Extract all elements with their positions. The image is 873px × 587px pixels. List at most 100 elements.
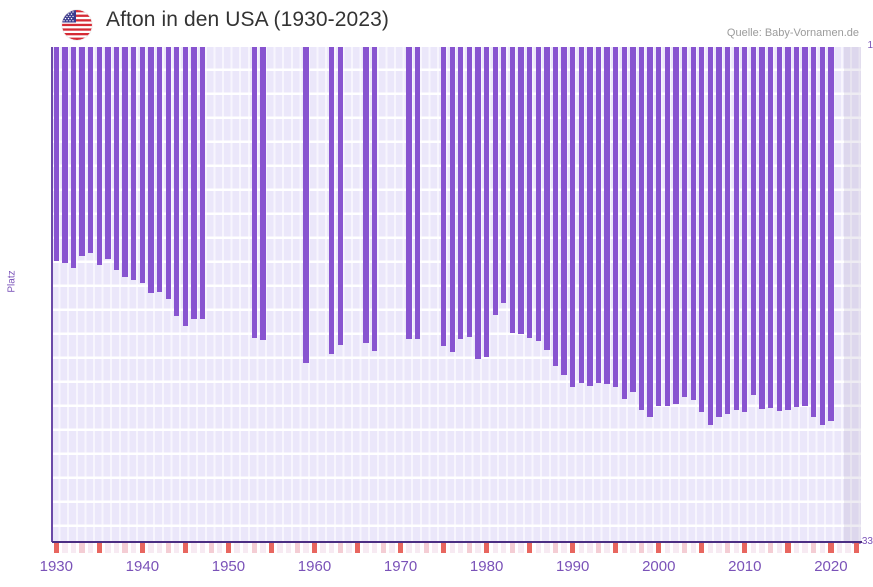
bar — [638, 47, 645, 410]
bar — [440, 47, 447, 346]
x-axis-tick-marker — [148, 543, 154, 553]
x-axis-tick-marker — [759, 543, 765, 553]
bar — [492, 47, 498, 315]
x-axis-tick-marker — [673, 543, 679, 553]
bar — [707, 47, 714, 425]
x-axis-tick-strip — [52, 543, 861, 553]
x-axis-tick-label: 1930 — [39, 558, 73, 575]
x-axis-tick-marker — [733, 543, 739, 553]
y-axis-title: Platz — [6, 270, 18, 293]
bar — [621, 47, 627, 400]
x-axis-tick-marker — [776, 543, 782, 553]
x-axis-tick-marker — [208, 543, 214, 553]
x-axis-tick-marker — [578, 543, 584, 553]
bar — [819, 47, 825, 426]
bar — [690, 47, 696, 400]
x-axis-tick-marker — [656, 543, 662, 553]
bar — [131, 47, 137, 281]
bar — [113, 47, 120, 270]
x-axis-tick-marker — [303, 543, 309, 553]
bar — [750, 47, 757, 396]
x-axis-tick-marker — [595, 543, 602, 553]
x-axis-tick-marker — [638, 543, 645, 553]
x-axis-tick-marker — [587, 543, 593, 553]
x-axis-tick-marker — [294, 543, 300, 553]
x-axis-tick-marker — [251, 543, 257, 553]
bar — [509, 47, 516, 334]
bar — [767, 47, 774, 409]
x-axis-tick-marker — [793, 543, 800, 553]
bar — [664, 47, 671, 407]
y-axis-tick-top: 1 — [867, 40, 873, 51]
page-title: Afton in den USA (1930-2023) — [106, 8, 389, 31]
x-axis-tick-label: 1970 — [383, 558, 418, 575]
x-axis-tick-marker — [113, 543, 120, 553]
bar — [251, 47, 257, 338]
x-axis-tick-marker — [415, 543, 421, 553]
x-axis-tick-marker — [819, 543, 825, 553]
x-axis-tick-marker — [320, 543, 326, 553]
x-axis-tick-marker — [277, 543, 283, 553]
x-axis-tick-label: 1980 — [469, 558, 504, 575]
x-axis-tick-marker — [690, 543, 696, 553]
bar — [260, 47, 266, 340]
x-axis-tick-marker — [372, 543, 378, 553]
bar — [613, 47, 619, 387]
x-axis-tick-marker — [139, 543, 146, 553]
x-axis-tick-marker — [750, 543, 757, 553]
x-axis-tick-marker — [131, 543, 137, 553]
chart-header: Afton in den USA (1930-2023) Quelle: Bab… — [0, 0, 873, 47]
x-axis-tick-marker — [191, 543, 197, 553]
x-axis-tick-label: 1940 — [125, 558, 160, 575]
x-axis-tick-marker — [182, 543, 189, 553]
x-axis-tick-marker — [828, 543, 834, 553]
bar — [802, 47, 808, 407]
x-axis-tick-marker — [165, 543, 171, 553]
bar — [699, 47, 705, 413]
y-axis-line — [51, 47, 53, 542]
x-axis-tick-marker — [716, 543, 722, 553]
bar — [544, 47, 550, 351]
bar — [578, 47, 584, 384]
bar — [595, 47, 602, 384]
bar — [62, 47, 68, 264]
x-axis-tick-label: 1950 — [211, 558, 246, 575]
x-axis-tick-marker — [561, 543, 567, 553]
x-axis-tick-marker — [707, 543, 714, 553]
bar — [656, 47, 662, 407]
x-axis-tick-marker — [199, 543, 206, 553]
bar — [483, 47, 490, 357]
x-axis-tick-marker — [810, 543, 817, 553]
x-axis-tick-marker — [88, 543, 94, 553]
x-axis-tick-marker — [337, 543, 343, 553]
x-axis-tick-label: 2010 — [728, 558, 762, 575]
us-flag-icon — [62, 10, 92, 40]
x-axis-tick-marker — [217, 543, 223, 553]
bar — [793, 47, 800, 407]
x-axis-tick-marker — [363, 543, 369, 553]
x-axis-tick-marker — [604, 543, 610, 553]
plot-area — [52, 47, 861, 542]
x-axis-tick-marker — [509, 543, 516, 553]
x-axis-tick-marker — [449, 543, 455, 553]
x-axis-tick-marker — [458, 543, 464, 553]
bar — [415, 47, 421, 339]
x-axis-tick-marker — [260, 543, 266, 553]
x-axis-tick-marker — [785, 543, 791, 553]
x-axis-tick-marker — [423, 543, 430, 553]
x-axis-tick-marker — [475, 543, 481, 553]
x-axis-tick-marker — [346, 543, 352, 553]
x-axis-tick-marker — [854, 543, 860, 553]
x-axis-tick-marker — [311, 543, 318, 553]
x-axis-tick-marker — [286, 543, 292, 553]
x-axis-tick-marker — [621, 543, 627, 553]
x-axis-tick-marker — [724, 543, 731, 553]
bar — [535, 47, 541, 342]
x-axis-tick-marker — [156, 543, 163, 553]
bar-series — [52, 47, 861, 542]
x-axis-tick-marker — [329, 543, 335, 553]
x-axis-tick-marker — [105, 543, 111, 553]
x-axis-tick-marker — [79, 543, 85, 553]
x-axis-tick-marker — [802, 543, 808, 553]
